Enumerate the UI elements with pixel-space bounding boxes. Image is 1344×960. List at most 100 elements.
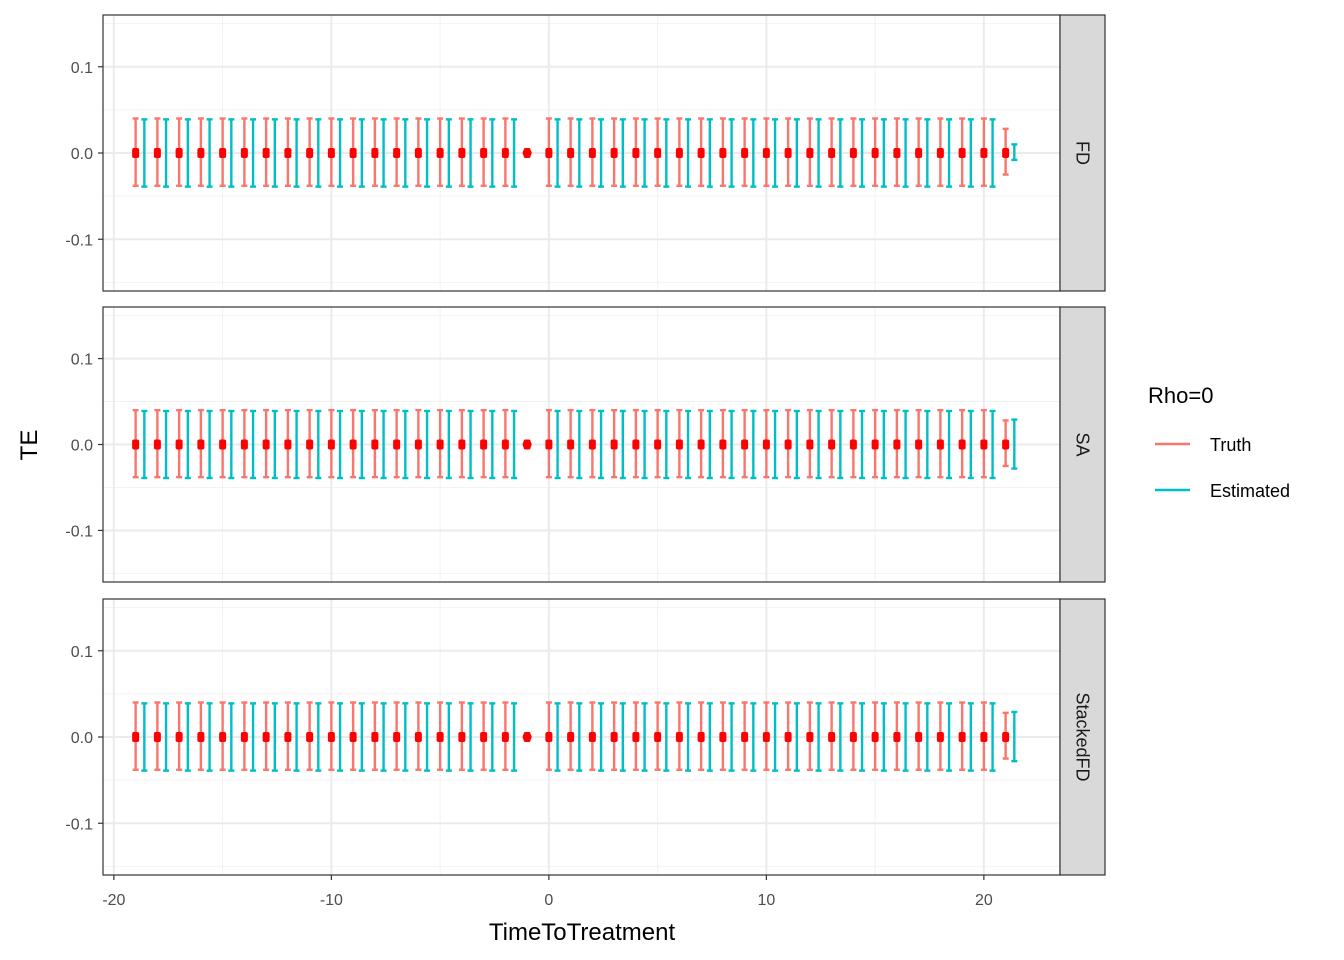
- errorbar-estimated: [598, 702, 605, 772]
- point-estimate: [480, 439, 488, 450]
- point-estimate: [1002, 732, 1010, 742]
- point-estimate: [871, 732, 879, 742]
- facet-strip-label: SA: [1073, 432, 1093, 456]
- errorbar-estimated: [772, 702, 779, 772]
- x-axis-title: TimeToTreatment: [489, 919, 676, 946]
- point-estimate: [893, 439, 901, 450]
- point-estimate: [371, 439, 379, 450]
- point-estimate: [262, 148, 270, 158]
- legend-label-estimated: Estimated: [1210, 481, 1290, 501]
- errorbar-estimated: [793, 118, 800, 188]
- point-estimate: [414, 148, 422, 158]
- point-estimate: [262, 439, 270, 450]
- x-tick-label: 0: [544, 892, 553, 909]
- point-estimate: [436, 439, 444, 450]
- y-tick-label: 0.1: [71, 352, 93, 369]
- errorbar-estimated: [293, 118, 300, 188]
- errorbar-estimated: [315, 118, 322, 188]
- point-estimate: [306, 439, 314, 450]
- point-estimate: [458, 732, 466, 742]
- errorbar-estimated: [554, 409, 561, 480]
- point-estimate: [153, 148, 161, 158]
- errorbar-estimated: [358, 409, 365, 480]
- point-estimate: [654, 439, 662, 450]
- point-estimate: [849, 148, 857, 158]
- y-tick-label: 0.0: [71, 438, 93, 455]
- point-estimate: [436, 732, 444, 742]
- facet-panel-fd: FD 0.1 0.0 -0.1: [65, 14, 1106, 292]
- point-estimate: [632, 732, 640, 742]
- point-estimate: [132, 732, 140, 742]
- reference-point: [522, 440, 532, 449]
- point-estimate: [719, 439, 727, 450]
- errorbar-estimated: [880, 118, 887, 188]
- point-estimate: [936, 148, 944, 158]
- point-estimate: [349, 732, 357, 742]
- errorbar-estimated: [641, 702, 648, 772]
- point-estimate: [871, 439, 879, 450]
- errorbar-estimated: [141, 409, 148, 480]
- errorbar-estimated: [250, 702, 257, 772]
- errorbar-estimated: [663, 409, 670, 480]
- point-estimate: [675, 148, 683, 158]
- errorbar-estimated: [902, 702, 909, 772]
- errorbar-estimated: [228, 409, 235, 480]
- point-estimate: [393, 439, 401, 450]
- errorbar-estimated: [467, 409, 474, 480]
- errorbar-estimated: [184, 118, 191, 188]
- errorbar-estimated: [358, 702, 365, 772]
- point-estimate: [349, 439, 357, 450]
- errorbar-estimated: [837, 118, 844, 188]
- point-estimate: [719, 148, 727, 158]
- legend-label-truth: Truth: [1210, 435, 1251, 455]
- errorbar-estimated: [271, 409, 278, 480]
- point-estimate: [153, 732, 161, 742]
- point-estimate: [284, 439, 292, 450]
- x-tick-label: -10: [320, 892, 343, 909]
- errorbar-estimated: [424, 702, 431, 772]
- errorbar-estimated: [859, 702, 866, 772]
- point-estimate: [393, 148, 401, 158]
- point-estimate: [175, 148, 183, 158]
- y-tick-label: 0.0: [71, 730, 93, 747]
- errorbar-estimated: [315, 702, 322, 772]
- y-tick-label: -0.1: [65, 232, 93, 249]
- point-estimate: [806, 732, 814, 742]
- errorbar-estimated: [750, 118, 757, 188]
- point-estimate: [806, 148, 814, 158]
- errorbar-estimated: [772, 409, 779, 480]
- point-estimate: [958, 732, 966, 742]
- errorbar-estimated: [402, 118, 409, 188]
- point-estimate: [588, 732, 596, 742]
- errorbar-estimated: [706, 118, 713, 188]
- point-estimate: [349, 148, 357, 158]
- errorbar-estimated: [380, 409, 387, 480]
- errorbar-estimated: [184, 409, 191, 480]
- point-estimate: [936, 439, 944, 450]
- errorbar-estimated: [859, 118, 866, 188]
- errorbar-estimated: [380, 702, 387, 772]
- point-estimate: [588, 148, 596, 158]
- point-estimate: [436, 148, 444, 158]
- errorbar-estimated: [163, 409, 170, 480]
- x-tick-label: 10: [757, 892, 775, 909]
- point-estimate: [958, 439, 966, 450]
- errorbar-estimated: [685, 118, 692, 188]
- point-estimate: [610, 732, 618, 742]
- errorbar-estimated: [706, 409, 713, 480]
- errorbar-estimated: [750, 409, 757, 480]
- point-estimate: [240, 732, 248, 742]
- errorbar-estimated: [946, 409, 953, 480]
- errorbar-estimated: [511, 702, 518, 772]
- errorbar-estimated: [206, 118, 213, 188]
- point-estimate: [762, 732, 770, 742]
- point-estimate: [327, 732, 335, 742]
- facet-panel-stackedfd: StackedFD 0.1 0.0 -0.1: [65, 598, 1106, 876]
- errorbar-estimated: [641, 409, 648, 480]
- point-estimate: [849, 439, 857, 450]
- point-estimate: [762, 439, 770, 450]
- errorbar-estimated: [946, 118, 953, 188]
- errorbar-estimated: [663, 702, 670, 772]
- errorbar-estimated: [293, 409, 300, 480]
- point-estimate: [828, 439, 836, 450]
